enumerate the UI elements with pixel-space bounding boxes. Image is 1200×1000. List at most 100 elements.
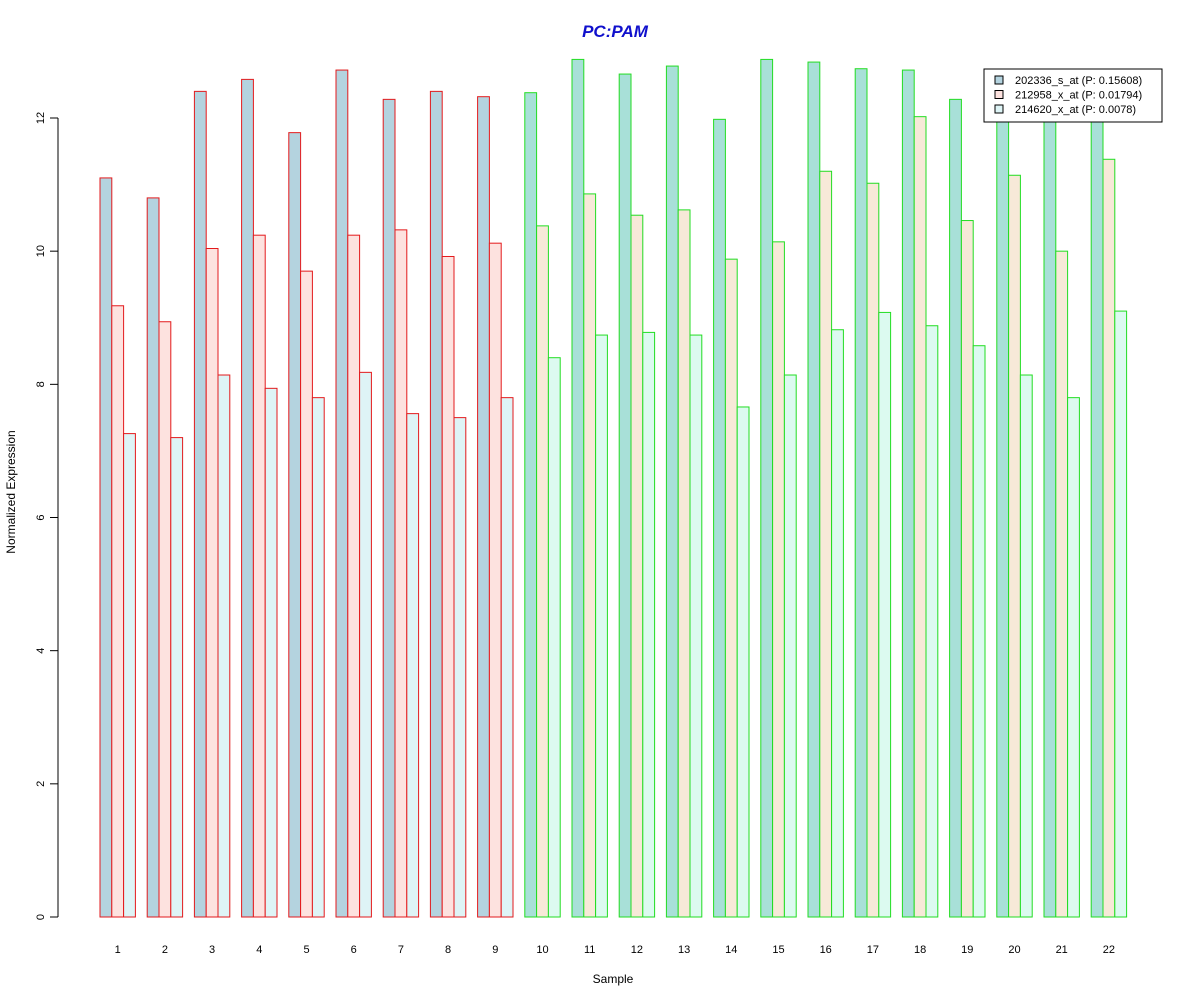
legend-box [983,68,1163,123]
x-tick-label: 7 [398,944,404,956]
bar-sample-6-series-2 [347,234,361,918]
legend-swatch [994,104,1004,114]
bar-sample-20-series-2 [1008,174,1021,918]
bar-sample-8-series-1 [429,90,443,918]
bar-sample-17-series-3 [878,311,892,918]
x-tick-label: 2 [162,944,168,956]
y-tick-label: 2 [35,781,47,787]
bar-sample-11-series-3 [595,334,608,918]
bar-sample-12-series-3 [642,331,656,918]
legend-swatch [994,75,1004,85]
x-tick-label: 16 [820,944,832,956]
bar-sample-20-series-3 [1019,374,1033,918]
bar-sample-7-series-1 [382,98,396,918]
x-tick-label: 4 [256,944,262,956]
bar-sample-2-series-2 [158,321,172,918]
bar-sample-5-series-3 [311,397,325,918]
bar-sample-12-series-2 [630,214,644,918]
bar-sample-8-series-3 [453,417,467,918]
x-axis-title: Sample [593,972,634,986]
x-tick-label: 21 [1056,944,1068,956]
bar-sample-10-series-2 [536,225,549,918]
y-axis: 0 2 4 6 8 10 12 [35,112,59,920]
bar-sample-6-series-3 [359,371,372,918]
bar-sample-1-series-3 [123,433,136,918]
bar-sample-13-series-1 [665,65,679,918]
bar-sample-13-series-3 [689,334,703,918]
y-tick-label: 4 [35,648,47,654]
bar-sample-3-series-1 [193,90,207,918]
y-axis-title: Normalized Expression [4,430,18,553]
bar-sample-4-series-1 [241,78,254,918]
y-tick-label: 10 [35,245,47,257]
bar-sample-19-series-1 [949,98,962,918]
bar-sample-10-series-1 [524,92,538,918]
x-tick-label: 9 [492,944,498,956]
x-axis-tick-labels: 1 2 3 4 5 6 7 8 9 10 11 12 13 14 15 16 17 18 19 20 21 22 [115,944,1115,956]
bar-sample-15-series-1 [760,58,774,918]
bar-sample-15-series-2 [772,241,785,918]
bar-sample-19-series-3 [972,345,986,918]
x-tick-label: 19 [961,944,973,956]
y-tick-label: 8 [35,381,47,387]
legend-swatch [994,90,1004,99]
chart-title: PC:PAM [582,22,649,41]
x-tick-label: 12 [631,944,643,956]
legend: 202336_s_at (P: 0.15608) 212958_x_at (P: … [983,68,1163,123]
bar-sample-18-series-1 [901,69,915,918]
bar-sample-3-series-2 [205,248,219,918]
bar-sample-21-series-2 [1055,250,1069,918]
bar-sample-16-series-2 [819,170,833,918]
x-tick-label: 1 [115,944,121,956]
bar-sample-22-series-1 [1090,93,1104,918]
bar-sample-5-series-2 [300,270,313,918]
bar-sample-14-series-1 [713,118,726,918]
x-tick-label: 20 [1008,944,1020,956]
bar-sample-2-series-3 [170,437,184,918]
x-tick-label: 6 [351,944,357,956]
x-tick-label: 13 [678,944,690,956]
bar-sample-7-series-3 [406,413,420,918]
bar-sample-13-series-2 [677,209,691,918]
bar-sample-9-series-1 [477,96,490,918]
y-tick-label: 12 [35,112,47,124]
bar-sample-7-series-2 [394,229,408,918]
bars [99,58,1128,918]
bar-sample-9-series-3 [500,397,514,918]
bar-sample-16-series-1 [807,61,821,918]
legend-entry-label: 202336_s_at (P: 0.15608) [1015,75,1142,87]
bar-sample-2-series-1 [146,197,160,918]
x-tick-label: 18 [914,944,926,956]
bar-sample-22-series-2 [1102,158,1116,918]
bar-sample-12-series-1 [618,73,632,918]
bar-sample-11-series-2 [583,193,597,918]
bar-sample-4-series-3 [264,387,278,918]
bar-sample-10-series-3 [547,357,561,918]
bar-sample-14-series-3 [736,406,750,918]
x-tick-label: 11 [584,944,595,956]
bar-sample-8-series-2 [441,255,455,918]
bar-sample-6-series-1 [335,69,349,918]
x-tick-label: 3 [209,944,215,956]
bar-sample-22-series-3 [1114,310,1128,918]
bar-sample-9-series-2 [488,242,502,918]
y-tick-label: 0 [35,914,47,920]
x-tick-label: 5 [303,944,309,956]
bar-sample-17-series-2 [866,182,880,918]
bar-sample-1-series-2 [111,305,125,918]
x-tick-label: 17 [867,944,879,956]
x-tick-label: 14 [725,944,737,956]
bar-sample-21-series-3 [1067,397,1080,918]
legend-entry-label: 214620_x_at (P: 0.0078) [1015,104,1136,116]
x-tick-label: 22 [1103,944,1115,956]
bar-sample-1-series-1 [99,177,113,918]
x-tick-label: 10 [536,944,548,956]
bar-sample-17-series-1 [854,68,868,918]
bar-sample-5-series-1 [288,132,302,918]
bar-sample-16-series-3 [831,329,844,918]
bar-sample-14-series-2 [724,258,738,918]
bar-sample-21-series-1 [1043,100,1057,918]
bar-sample-20-series-1 [996,100,1010,918]
bar-sample-18-series-2 [913,116,927,918]
